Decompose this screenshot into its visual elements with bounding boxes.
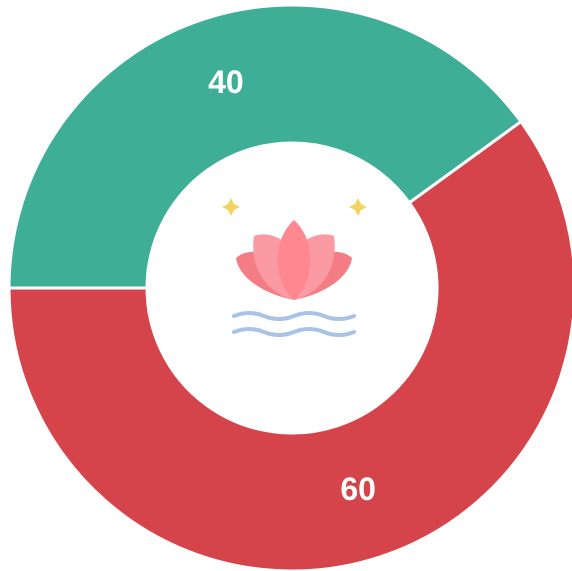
value-label: 40 (208, 64, 244, 100)
lotus-icon (222, 198, 367, 337)
sparkle (222, 198, 240, 216)
petal (277, 220, 311, 300)
value-label: 60 (340, 471, 376, 507)
segments (7, 3, 572, 571)
wave (232, 311, 356, 321)
wave (232, 327, 356, 337)
donut-segment (7, 119, 572, 571)
labels: 40 60 (208, 64, 376, 507)
sparkle (349, 198, 367, 216)
donut-segment (7, 3, 524, 290)
